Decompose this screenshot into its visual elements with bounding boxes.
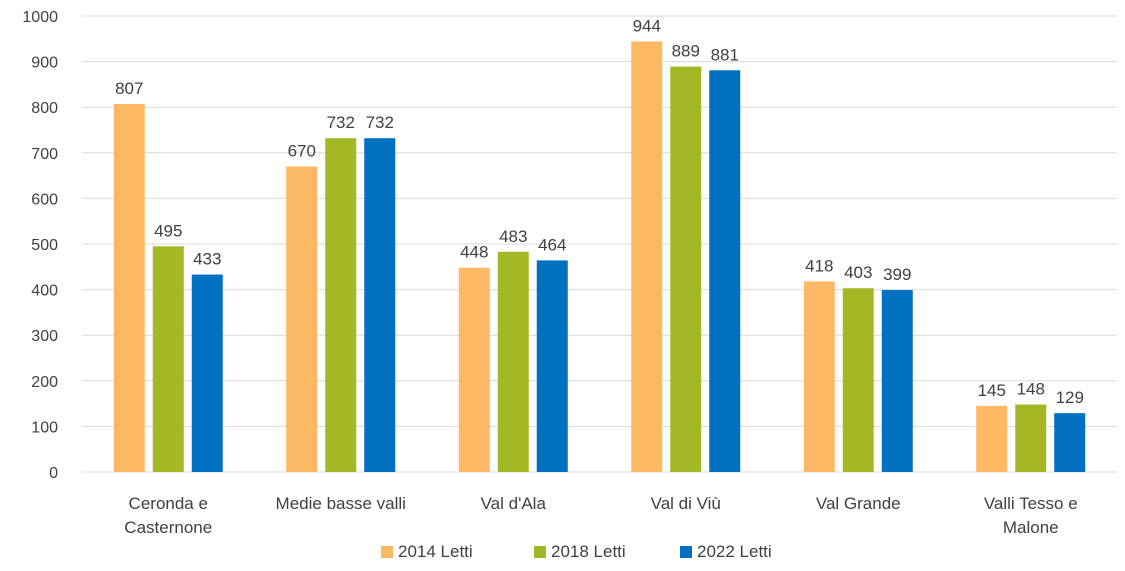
x-category-label: Val Grande — [816, 494, 901, 513]
bar — [325, 138, 357, 472]
bar — [536, 260, 568, 472]
bar — [803, 281, 835, 472]
data-label: 145 — [978, 381, 1006, 400]
legend-label: 2022 Letti — [697, 542, 772, 561]
legend-swatch — [381, 546, 393, 558]
data-label: 464 — [538, 235, 566, 254]
data-label: 889 — [672, 42, 700, 61]
bar — [881, 290, 913, 472]
legend-label: 2018 Letti — [551, 542, 626, 561]
bar — [497, 251, 529, 472]
x-category-label: Casternone — [124, 518, 212, 537]
y-tick-label: 300 — [31, 328, 58, 345]
bar — [364, 138, 396, 472]
data-label: 732 — [327, 113, 355, 132]
bar — [631, 41, 663, 472]
bar — [286, 166, 318, 473]
legend-label: 2014 Letti — [398, 542, 473, 561]
bar — [191, 274, 223, 472]
y-tick-label: 800 — [31, 100, 58, 117]
bar — [976, 405, 1008, 472]
y-tick-label: 400 — [31, 283, 58, 300]
data-label: 403 — [844, 263, 872, 282]
bar — [458, 267, 490, 472]
data-label: 881 — [711, 45, 739, 64]
x-category-label: Ceronda e — [129, 494, 208, 513]
y-tick-label: 0 — [49, 465, 58, 482]
y-tick-label: 500 — [31, 237, 58, 254]
y-tick-label: 700 — [31, 146, 58, 163]
bar — [1015, 404, 1047, 472]
legend: 2014 Letti 2018 Letti 2022 Letti — [381, 542, 772, 561]
data-label: 148 — [1017, 380, 1045, 399]
data-label: 399 — [883, 265, 911, 284]
data-label: 129 — [1056, 388, 1084, 407]
data-label: 418 — [805, 256, 833, 275]
x-category-label: Medie basse valli — [276, 494, 406, 513]
bars — [113, 41, 1086, 473]
data-label: 448 — [460, 243, 488, 262]
y-tick-label: 100 — [31, 419, 58, 436]
x-category-label: Valli Tesso e — [984, 494, 1078, 513]
data-label: 670 — [288, 141, 316, 160]
data-label: 807 — [115, 79, 143, 98]
x-category-label: Val di Viù — [651, 494, 721, 513]
data-label: 433 — [193, 250, 221, 269]
bar — [113, 104, 145, 473]
bar — [152, 246, 184, 472]
gridlines — [82, 15, 1117, 473]
legend-swatch — [680, 546, 692, 558]
y-tick-label: 200 — [31, 374, 58, 391]
x-axis: Ceronda e Casternone Medie basse valli Val … — [124, 494, 1077, 537]
x-category-label: Val d'Ala — [481, 494, 547, 513]
y-tick-label: 1000 — [22, 9, 58, 26]
data-label: 495 — [154, 221, 182, 240]
y-tick-label: 600 — [31, 191, 58, 208]
data-label: 483 — [499, 227, 527, 246]
data-label: 732 — [366, 113, 394, 132]
legend-swatch — [534, 546, 546, 558]
y-tick-label: 900 — [31, 55, 58, 72]
data-labels: 807 495 433 670 732 732 448 483 464 944 889 881 418 4… — [115, 17, 1084, 408]
bar — [1054, 413, 1086, 472]
x-category-label: Malone — [1003, 518, 1059, 537]
data-label: 944 — [633, 17, 661, 36]
bar — [709, 70, 741, 472]
bar — [670, 66, 702, 472]
y-axis: 0 100 200 300 400 500 600 700 800 900 1000 — [22, 9, 58, 482]
bar — [842, 288, 874, 472]
